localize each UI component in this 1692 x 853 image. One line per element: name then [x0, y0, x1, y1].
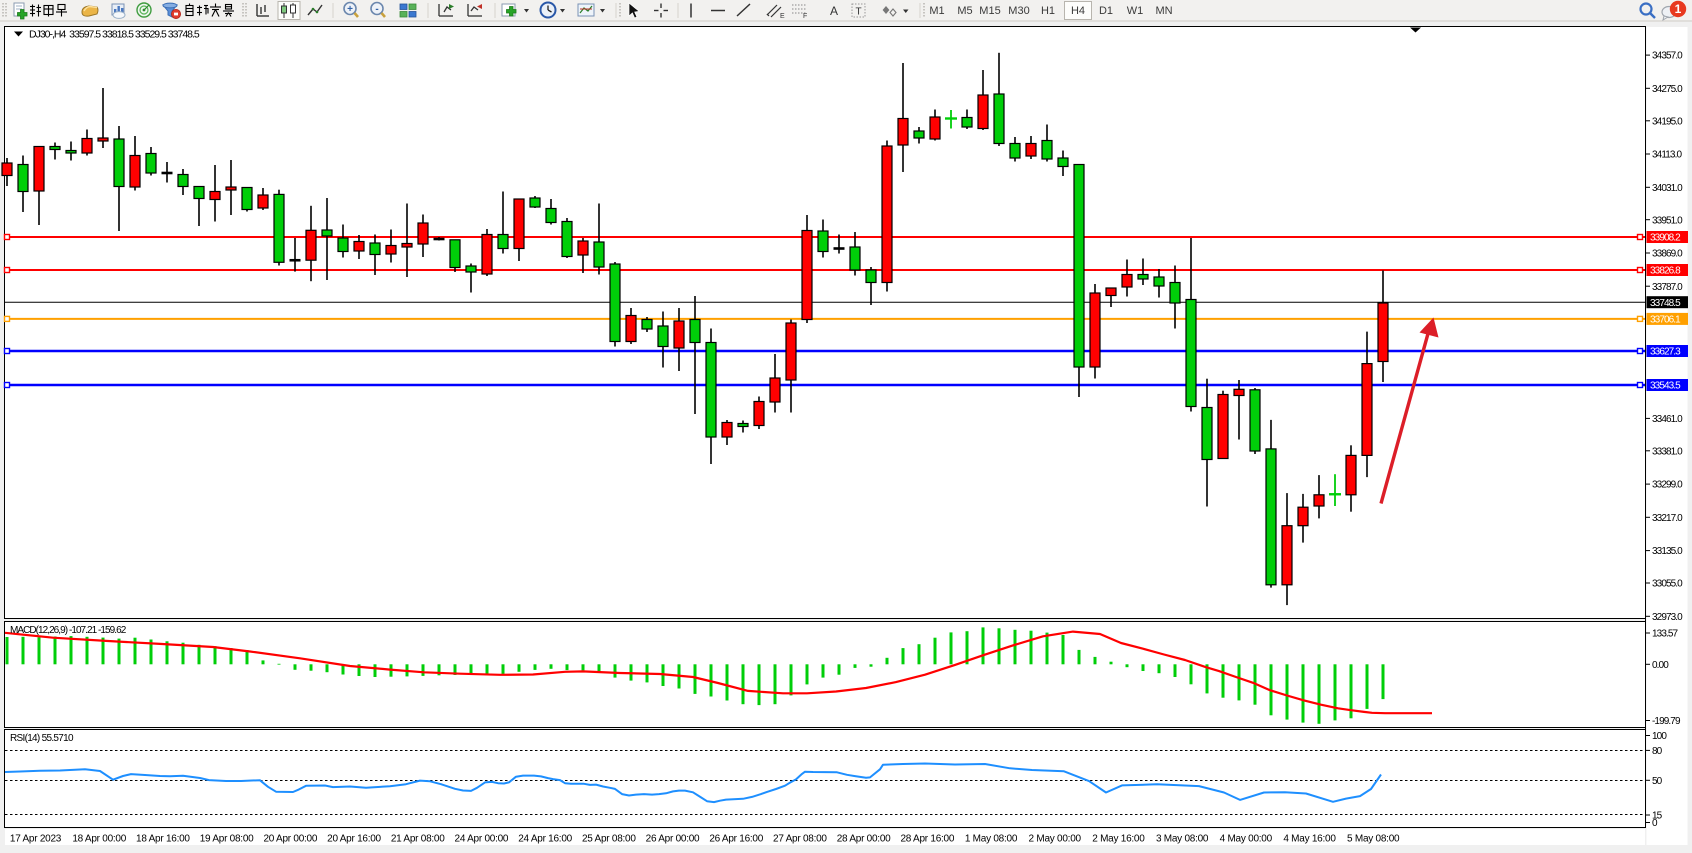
svg-text:25 Apr 08:00: 25 Apr 08:00 — [582, 834, 636, 845]
svg-text:33869.0: 33869.0 — [1652, 249, 1683, 260]
svg-text:17 Apr 2023: 17 Apr 2023 — [10, 834, 62, 845]
svg-text:19 Apr 08:00: 19 Apr 08:00 — [200, 834, 254, 845]
svg-text:34113.0: 34113.0 — [1652, 150, 1682, 161]
svg-text:MN: MN — [1155, 5, 1172, 17]
svg-text:50: 50 — [1652, 776, 1663, 787]
svg-text:80: 80 — [1652, 746, 1663, 757]
svg-text:D1: D1 — [1099, 5, 1113, 17]
svg-text:24 Apr 00:00: 24 Apr 00:00 — [455, 834, 509, 845]
svg-text:MACD(12,26,9) -107.21 -159.62: MACD(12,26,9) -107.21 -159.62 — [10, 625, 127, 636]
svg-text:20 Apr 16:00: 20 Apr 16:00 — [327, 834, 381, 845]
svg-text:33055.0: 33055.0 — [1652, 579, 1683, 590]
svg-text:3 May 08:00: 3 May 08:00 — [1156, 834, 1209, 845]
svg-text:26 Apr 00:00: 26 Apr 00:00 — [646, 834, 700, 845]
svg-text:20 Apr 00:00: 20 Apr 00:00 — [263, 834, 317, 845]
svg-text:28 Apr 16:00: 28 Apr 16:00 — [900, 834, 954, 845]
svg-text:133.57: 133.57 — [1652, 629, 1679, 640]
svg-text:5 May 08:00: 5 May 08:00 — [1347, 834, 1400, 845]
svg-text:33461.0: 33461.0 — [1652, 414, 1683, 425]
svg-text:W1: W1 — [1127, 5, 1144, 17]
svg-text:RSI(14) 55.5710: RSI(14) 55.5710 — [10, 733, 74, 744]
svg-text:+: + — [347, 4, 353, 15]
svg-text:28 Apr 00:00: 28 Apr 00:00 — [837, 834, 891, 845]
svg-text:H4: H4 — [1071, 5, 1085, 17]
svg-text:A: A — [830, 4, 838, 18]
svg-text:33826.8: 33826.8 — [1650, 266, 1681, 277]
svg-text:M1: M1 — [929, 5, 944, 17]
svg-text:2 May 16:00: 2 May 16:00 — [1092, 834, 1145, 845]
svg-text:0: 0 — [1652, 818, 1658, 829]
svg-text:4 May 00:00: 4 May 00:00 — [1220, 834, 1273, 845]
svg-text:M5: M5 — [957, 5, 972, 17]
svg-text:18 Apr 16:00: 18 Apr 16:00 — [136, 834, 190, 845]
svg-text:M15: M15 — [979, 5, 1000, 17]
svg-text:27 Apr 08:00: 27 Apr 08:00 — [773, 834, 827, 845]
svg-text:DJ30-,H4 33597.5 33818.5 3352: DJ30-,H4 33597.5 33818.5 33529.5 33748.5 — [29, 29, 200, 41]
svg-text:1 May 08:00: 1 May 08:00 — [965, 834, 1018, 845]
svg-text:34357.0: 34357.0 — [1652, 51, 1683, 62]
svg-text:33381.0: 33381.0 — [1652, 446, 1683, 457]
svg-text:26 Apr 16:00: 26 Apr 16:00 — [709, 834, 763, 845]
svg-text:2 May 00:00: 2 May 00:00 — [1029, 834, 1082, 845]
svg-text:-199.79: -199.79 — [1652, 716, 1681, 727]
svg-text:33951.0: 33951.0 — [1652, 215, 1683, 226]
svg-text:4 May 16:00: 4 May 16:00 — [1283, 834, 1336, 845]
svg-text:33299.0: 33299.0 — [1652, 480, 1683, 491]
svg-text:24 Apr 16:00: 24 Apr 16:00 — [518, 834, 572, 845]
svg-text:18 Apr 00:00: 18 Apr 00:00 — [72, 834, 126, 845]
svg-text:34031.0: 34031.0 — [1652, 183, 1683, 194]
svg-text:T: T — [855, 7, 861, 18]
svg-text:15: 15 — [1652, 811, 1663, 822]
svg-text:21 Apr 08:00: 21 Apr 08:00 — [391, 834, 445, 845]
svg-text:33627.3: 33627.3 — [1650, 347, 1681, 358]
svg-text:M30: M30 — [1008, 5, 1029, 17]
svg-text:33787.0: 33787.0 — [1652, 282, 1683, 293]
svg-text:33543.5: 33543.5 — [1650, 381, 1681, 392]
svg-text:H1: H1 — [1041, 5, 1055, 17]
svg-text:32973.0: 32973.0 — [1652, 612, 1683, 623]
svg-text:33217.0: 33217.0 — [1652, 513, 1683, 524]
svg-text:100: 100 — [1652, 731, 1667, 742]
svg-text:33748.5: 33748.5 — [1650, 298, 1681, 309]
svg-text:33135.0: 33135.0 — [1652, 546, 1683, 557]
svg-text:E: E — [780, 13, 785, 20]
svg-text:33908.2: 33908.2 — [1650, 233, 1681, 244]
svg-text:F: F — [803, 13, 807, 20]
svg-text:0.00: 0.00 — [1652, 660, 1669, 671]
svg-text:-: - — [375, 4, 378, 15]
svg-text:33706.1: 33706.1 — [1650, 315, 1681, 326]
svg-text:34195.0: 34195.0 — [1652, 116, 1683, 127]
svg-text:1: 1 — [1675, 2, 1682, 16]
svg-text:34275.0: 34275.0 — [1652, 84, 1683, 95]
